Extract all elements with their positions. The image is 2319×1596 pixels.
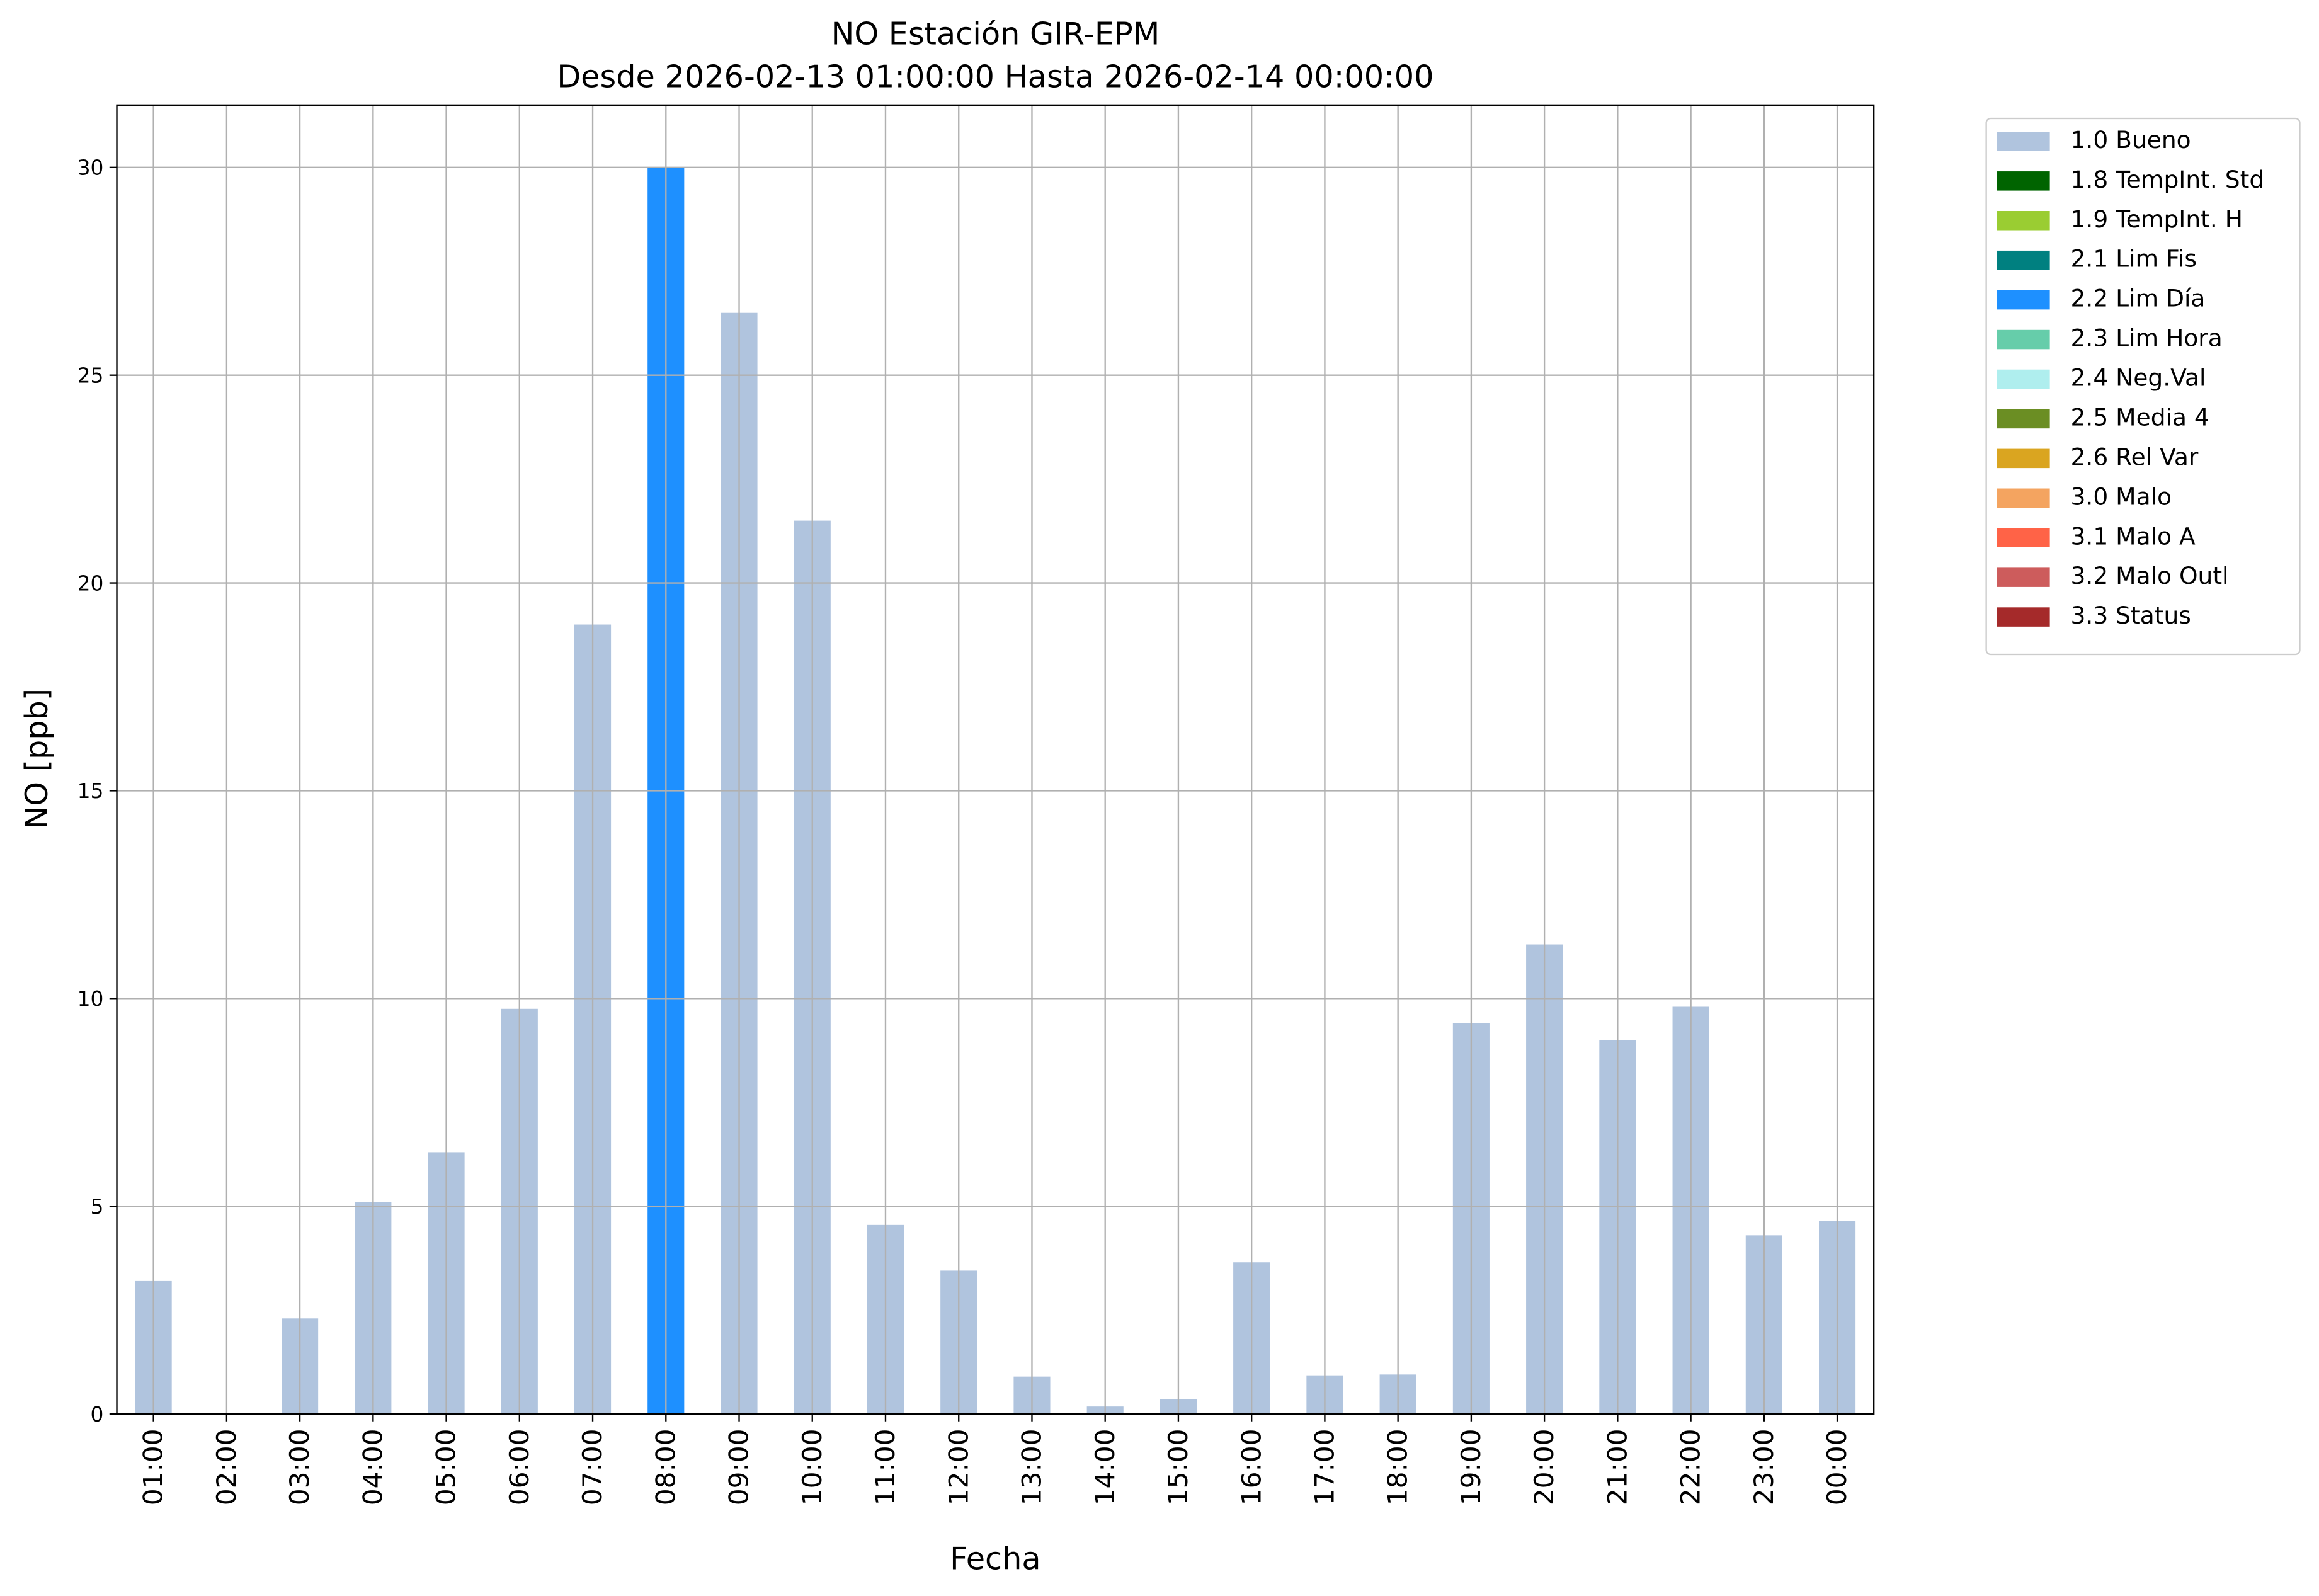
x-tick-label: 09:00 xyxy=(724,1429,755,1506)
x-tick-label: 00:00 xyxy=(1821,1429,1852,1506)
legend-label: 1.8 TempInt. Std xyxy=(2071,166,2265,193)
legend-label: 3.0 Malo xyxy=(2071,482,2172,510)
x-tick-label: 12:00 xyxy=(943,1429,974,1506)
legend-label: 3.3 Status xyxy=(2071,601,2191,629)
legend-swatch xyxy=(1997,528,2050,547)
legend-swatch xyxy=(1997,171,2050,191)
legend-swatch xyxy=(1997,250,2050,270)
legend-label: 2.4 Neg.Val xyxy=(2071,364,2206,392)
legend-swatch xyxy=(1997,607,2050,627)
x-tick-label: 01:00 xyxy=(138,1429,169,1506)
x-tick-label: 22:00 xyxy=(1675,1429,1706,1506)
x-tick-label: 08:00 xyxy=(650,1429,681,1506)
x-tick-label: 05:00 xyxy=(431,1429,462,1506)
chart-subtitle: Desde 2026-02-13 01:00:00 Hasta 2026-02-… xyxy=(557,59,1433,95)
legend-swatch xyxy=(1997,290,2050,310)
y-tick-label: 5 xyxy=(90,1194,103,1219)
x-tick-label: 19:00 xyxy=(1456,1429,1486,1506)
x-tick-label: 04:00 xyxy=(357,1429,388,1506)
legend-box xyxy=(1985,117,2301,656)
x-tick-label: 11:00 xyxy=(870,1429,901,1506)
y-axis-label: NO [ppb] xyxy=(18,688,55,829)
legend-swatch xyxy=(1997,567,2050,587)
legend-swatch xyxy=(1997,329,2050,350)
x-tick-label: 03:00 xyxy=(284,1429,315,1506)
legend-swatch xyxy=(1997,448,2050,469)
legend-label: 2.3 Lim Hora xyxy=(2071,324,2223,352)
y-tick-label: 0 xyxy=(90,1402,103,1427)
legend-label: 2.5 Media 4 xyxy=(2071,403,2209,431)
x-tick-label: 13:00 xyxy=(1017,1429,1047,1506)
x-tick-label: 07:00 xyxy=(577,1429,608,1506)
legend-label: 2.6 Rel Var xyxy=(2071,443,2199,470)
x-tick-label: 16:00 xyxy=(1236,1429,1267,1506)
legend-swatch xyxy=(1997,132,2050,151)
legend-swatch xyxy=(1997,488,2050,508)
x-tick-label: 23:00 xyxy=(1748,1429,1779,1506)
x-tick-label: 15:00 xyxy=(1163,1429,1194,1506)
x-axis-label: Fecha xyxy=(950,1541,1041,1577)
legend-swatch xyxy=(1997,369,2050,389)
legend-label: 2.2 Lim Día xyxy=(2071,285,2206,312)
x-tick-label: 21:00 xyxy=(1602,1429,1632,1506)
x-tick-label: 20:00 xyxy=(1529,1429,1559,1506)
legend-label: 2.1 Lim Fis xyxy=(2071,245,2197,273)
y-tick-label: 25 xyxy=(77,363,104,387)
x-tick-label: 06:00 xyxy=(504,1429,535,1506)
y-tick-label: 20 xyxy=(77,571,104,595)
legend-swatch xyxy=(1997,409,2050,429)
y-tick-label: 15 xyxy=(77,778,104,803)
x-tick-label: 10:00 xyxy=(797,1429,828,1506)
legend-label: 1.9 TempInt. H xyxy=(2071,205,2243,233)
legend-swatch xyxy=(1997,210,2050,231)
x-tick-label: 18:00 xyxy=(1382,1429,1413,1506)
legend-label: 1.0 Bueno xyxy=(2071,126,2191,154)
y-tick-label: 30 xyxy=(77,156,104,180)
legend-label: 3.2 Malo Outl xyxy=(2071,562,2229,590)
x-tick-label: 17:00 xyxy=(1309,1429,1340,1506)
x-tick-label: 02:00 xyxy=(211,1429,242,1506)
chart-title: NO Estación GIR-EPM xyxy=(831,16,1160,52)
plot-frame xyxy=(116,104,1875,1415)
y-tick-label: 10 xyxy=(77,986,104,1011)
legend-label: 3.1 Malo A xyxy=(2071,522,2196,550)
x-tick-label: 14:00 xyxy=(1090,1429,1120,1506)
